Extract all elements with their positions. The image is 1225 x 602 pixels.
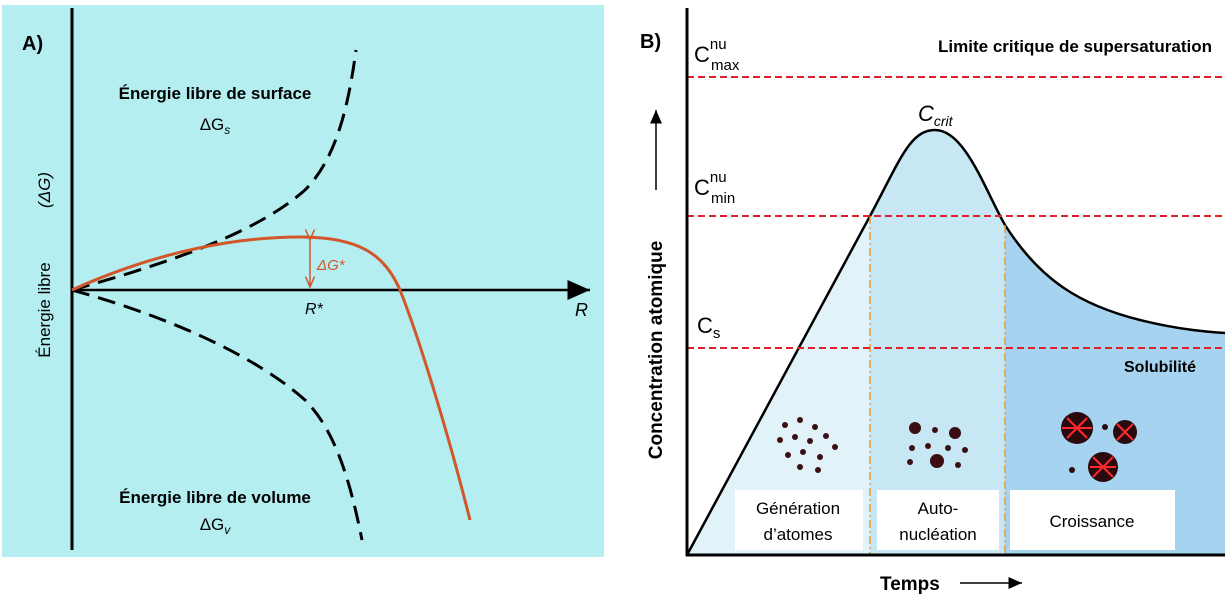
surface-curve [71, 49, 358, 292]
stage-box [1010, 490, 1175, 550]
stage-label: Génération [756, 499, 840, 518]
y-axis-label: Énergie libre [35, 262, 54, 357]
symbol: ΔG [200, 115, 225, 134]
stage-label: nucléation [899, 525, 977, 544]
sub: min [711, 190, 735, 207]
levels [687, 76, 1225, 349]
y-axis-symbol: (ΔG) [35, 172, 54, 208]
y-axis-label: Concentration atomique [646, 241, 667, 460]
sub: crit [934, 113, 954, 129]
barrier-label: ΔG* [316, 257, 346, 274]
nucleation-region [870, 130, 1005, 555]
surface-title: Énergie libre de surface [119, 84, 312, 103]
solubility-label: Solubilité [1124, 359, 1196, 376]
base: C [694, 42, 710, 67]
stage-label: Croissance [1049, 512, 1134, 531]
volume-title: Énergie libre de volume [119, 488, 311, 507]
c-s: Cs [697, 313, 720, 342]
subscript: v [224, 523, 231, 537]
stage-label: d’atomes [764, 525, 833, 544]
limit-label: Limite critique de supersaturation [938, 37, 1212, 56]
atoms [777, 417, 838, 473]
panel-label: A) [22, 33, 43, 55]
c-max: Cnu max [694, 36, 740, 74]
crystals [1061, 412, 1137, 482]
volume-curve [71, 288, 364, 541]
stage-box [735, 490, 863, 550]
sub: max [711, 57, 740, 74]
sub: s [713, 325, 721, 342]
base: C [697, 313, 713, 338]
r-axis: R [575, 300, 588, 320]
stage-label: Auto- [918, 499, 959, 518]
x-axis-label: Temps [880, 574, 940, 595]
nuclei [907, 422, 968, 468]
r-star: R* [305, 301, 324, 318]
base: C [694, 175, 710, 200]
stage-box [877, 490, 999, 550]
symbol: ΔG [200, 515, 225, 534]
surface-symbol: ΔGs [200, 115, 231, 137]
base: C [918, 101, 934, 126]
panel-label: B) [640, 31, 661, 53]
volume-symbol: ΔGv [200, 515, 232, 537]
c-min: Cnu min [694, 169, 735, 207]
subscript: s [224, 123, 230, 137]
total-curve [71, 235, 472, 521]
growth-region [1005, 225, 1225, 555]
c-crit: Ccrit [918, 101, 954, 129]
sup: nu [710, 169, 727, 186]
sup: nu [710, 36, 727, 53]
